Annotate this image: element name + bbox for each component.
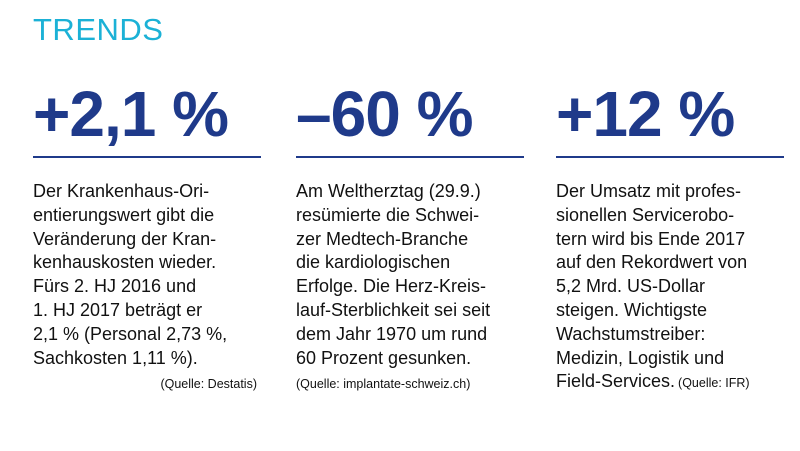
trend-figure: –60 % [296, 78, 473, 150]
text-line: zer Medtech-Branche [296, 228, 469, 249]
text-line: Medizin, Logistik und [556, 347, 725, 368]
text-line: Veränderung der Kran- [33, 228, 217, 249]
text-line: lauf-Sterblichkeit sei seit [296, 299, 491, 320]
source-note: (Quelle: IFR) [678, 376, 750, 391]
text-line: Am Weltherztag (29.9.) [296, 181, 481, 201]
trend-column-1: +2,1 % Der Krankenhaus-Ori- entierungswe… [33, 78, 273, 397]
text-line: 5,2 Mrd. US-Dollar [556, 276, 706, 297]
text-line: Fürs 2. HJ 2016 und [33, 276, 197, 297]
text-line-last: Field-Services. [556, 371, 676, 392]
divider-rule [556, 156, 784, 158]
text-line: sionellen Servicerobo- [556, 204, 735, 225]
divider-rule [296, 156, 524, 158]
text-line: Der Krankenhaus-Ori- [33, 181, 210, 201]
text-line: entierungswert gibt die [33, 204, 215, 225]
trend-text: Am Weltherztag (29.9.) resümierte die Sc… [296, 180, 536, 397]
text-line: Field-Services. (Quelle: IFR) [556, 370, 796, 396]
section-title: TRENDS [33, 12, 164, 47]
trend-column-3: +12 % Der Umsatz mit profes- sionellen S… [556, 78, 796, 396]
text-line: 60 Prozent gesunken. [296, 347, 472, 368]
trend-figure: +2,1 % [33, 78, 229, 150]
text-line: 2,1 % (Personal 2,73 %, [33, 323, 228, 344]
trend-figure: +12 % [556, 78, 735, 150]
text-line: die kardiologischen [296, 252, 451, 273]
text-line: steigen. Wichtigste [556, 299, 708, 320]
trend-column-2: –60 % Am Weltherztag (29.9.) resümierte … [296, 78, 536, 397]
source-note: (Quelle: Destatis) [160, 377, 257, 392]
text-line: Der Umsatz mit profes- [556, 181, 742, 201]
text-line: tern wird bis Ende 2017 [556, 228, 746, 249]
text-line: Sachkosten 1,11 %). [33, 347, 198, 368]
text-line: auf den Rekordwert von [556, 252, 748, 273]
trend-text: Der Krankenhaus-Ori- entierungswert gibt… [33, 180, 273, 397]
text-line: Erfolge. Die Herz-Kreis- [296, 276, 487, 297]
text-line: dem Jahr 1970 um rund [296, 323, 488, 344]
source-note: (Quelle: implantate-schweiz.ch) [296, 377, 471, 392]
text-line: kenhauskosten wieder. [33, 252, 217, 273]
text-line: 1. HJ 2017 beträgt er [33, 299, 203, 320]
trend-text: Der Umsatz mit profes- sionellen Service… [556, 180, 796, 396]
text-line: Wachstumstreiber: [556, 323, 706, 344]
text-line: resümierte die Schwei- [296, 204, 480, 225]
divider-rule [33, 156, 261, 158]
